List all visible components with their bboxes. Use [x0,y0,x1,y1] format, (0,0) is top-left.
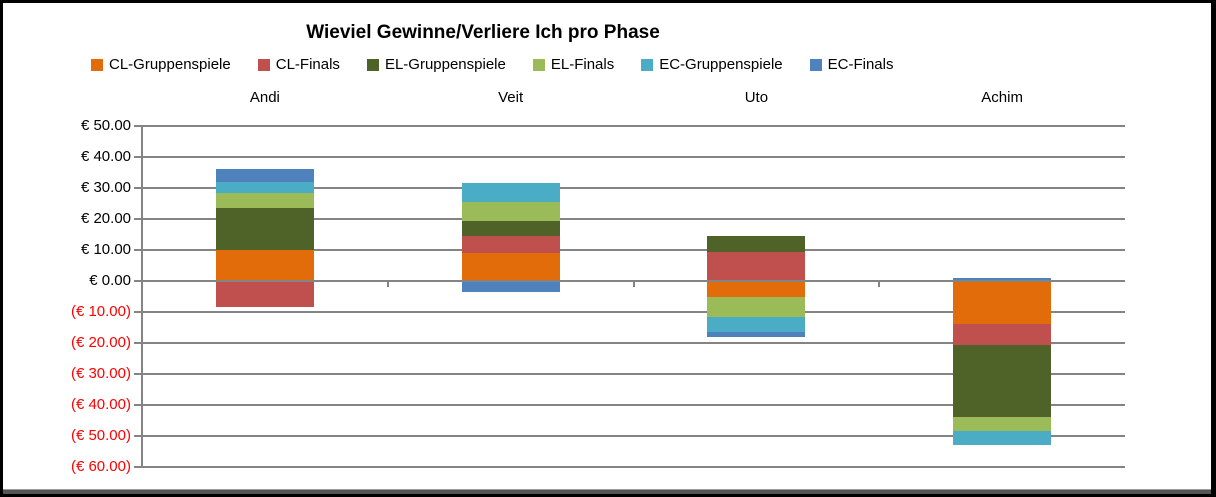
gridline [142,373,1125,375]
legend-label: EL-Finals [550,56,615,73]
category-label: Andi [249,89,280,106]
y-axis-label: (€ 20.00) [70,334,131,351]
y-axis-label: (€ 60.00) [70,458,131,475]
y-axis-tick [134,125,141,127]
bar-segment-cl-finals [215,281,314,308]
bar-segment-cl-gruppenspiele [215,250,314,281]
legend-item: EC-Finals [809,56,894,73]
legend-label: CL-Gruppenspiele [109,56,231,73]
bar-segment-ec-gruppenspiele [461,183,560,202]
bar-segment-ec-finals [461,281,560,292]
legend-label: EC-Finals [827,56,894,73]
bar-segment-ec-finals [953,277,1052,281]
y-axis-tick [134,218,141,220]
y-axis-label: € 40.00 [80,148,131,165]
bar-segment-cl-gruppenspiele [707,281,806,297]
legend-item: EL-Finals [532,56,615,73]
bar-segment-ec-finals [707,332,806,337]
y-axis-label: € 50.00 [80,117,131,134]
category-label: Uto [744,89,769,106]
gridline [142,435,1125,437]
y-axis-tick [134,187,141,189]
legend-swatch-icon [809,58,822,71]
legend-swatch-icon [366,58,379,71]
legend-swatch-icon [91,58,103,71]
gridline [142,125,1125,127]
gridline [142,156,1125,158]
category-tick [632,281,635,287]
bottom-border [3,490,1211,494]
legend-swatch-icon [641,58,654,71]
chart-title: Wieviel Gewinne/Verliere Ich pro Phase [306,22,660,43]
y-axis-tick [134,466,141,468]
bar-segment-cl-gruppenspiele [953,281,1052,325]
gridline [142,218,1125,220]
bar-segment-ec-gruppenspiele [215,181,314,193]
bar-segment-cl-finals [707,251,806,281]
legend-item: EL-Gruppenspiele [366,56,506,73]
gridline [142,249,1125,251]
bar-segment-el-finals [215,192,314,209]
y-axis-label: (€ 50.00) [70,427,131,444]
gridline [142,466,1125,468]
bar-segment-cl-finals [461,236,560,254]
bar-segment-ec-gruppenspiele [707,316,806,333]
bar-segment-el-finals [461,201,560,221]
legend-swatch-icon [532,58,545,71]
category-tick [878,281,881,287]
y-axis-line [141,125,143,468]
bar-segment-el-gruppenspiele [707,236,806,252]
bar-segment-ec-finals [215,169,314,182]
category-label: Achim [981,89,1023,106]
y-axis-label: € 20.00 [80,210,131,227]
legend-item: EC-Gruppenspiele [641,56,783,73]
y-axis-label: € 10.00 [80,241,131,258]
y-axis-tick [134,156,141,158]
category-tick [386,281,389,287]
plot-area [3,3,1211,494]
y-axis-tick [134,342,141,344]
y-axis-label: (€ 40.00) [70,396,131,413]
y-axis-tick [134,249,141,251]
gridline [142,404,1125,406]
bar-segment-el-gruppenspiele [215,208,314,250]
bar-segment-cl-gruppenspiele [461,253,560,281]
y-axis-tick [134,404,141,406]
bar-segment-el-gruppenspiele [461,220,560,237]
legend-item: CL-Gruppenspiele [91,56,231,73]
y-axis-tick [134,435,141,437]
y-axis-label: (€ 30.00) [70,365,131,382]
bar-segment-el-finals [953,417,1052,432]
y-axis-tick [134,280,141,282]
gridline [142,342,1125,344]
legend-swatch-icon [257,58,270,71]
bar-segment-el-gruppenspiele [953,344,1052,418]
bar-segment-el-finals [707,296,806,317]
legend-label: EL-Gruppenspiele [384,56,506,73]
bar-segment-ec-gruppenspiele [953,431,1052,446]
legend-item: CL-Finals [257,56,340,73]
y-axis-label: € 30.00 [80,179,131,196]
category-label: Veit [498,89,524,106]
gridline [142,187,1125,189]
gridline [142,311,1125,313]
y-axis-labels: € 50.00 € 40.00 € 30.00 € 20.00 € 10.00 € 0.0… [3,3,133,494]
y-axis-tick [134,373,141,375]
chart-legend: CL-Gruppenspiele CL-Finals EL-Gruppenspiel… [91,56,893,73]
bar-segment-cl-finals [953,324,1052,345]
legend-label: EC-Gruppenspiele [659,56,783,73]
y-axis-tick [134,311,141,313]
y-axis-label: € 0.00 [89,272,131,289]
y-axis-label: (€ 10.00) [70,303,131,320]
legend-label: CL-Finals [275,56,340,73]
